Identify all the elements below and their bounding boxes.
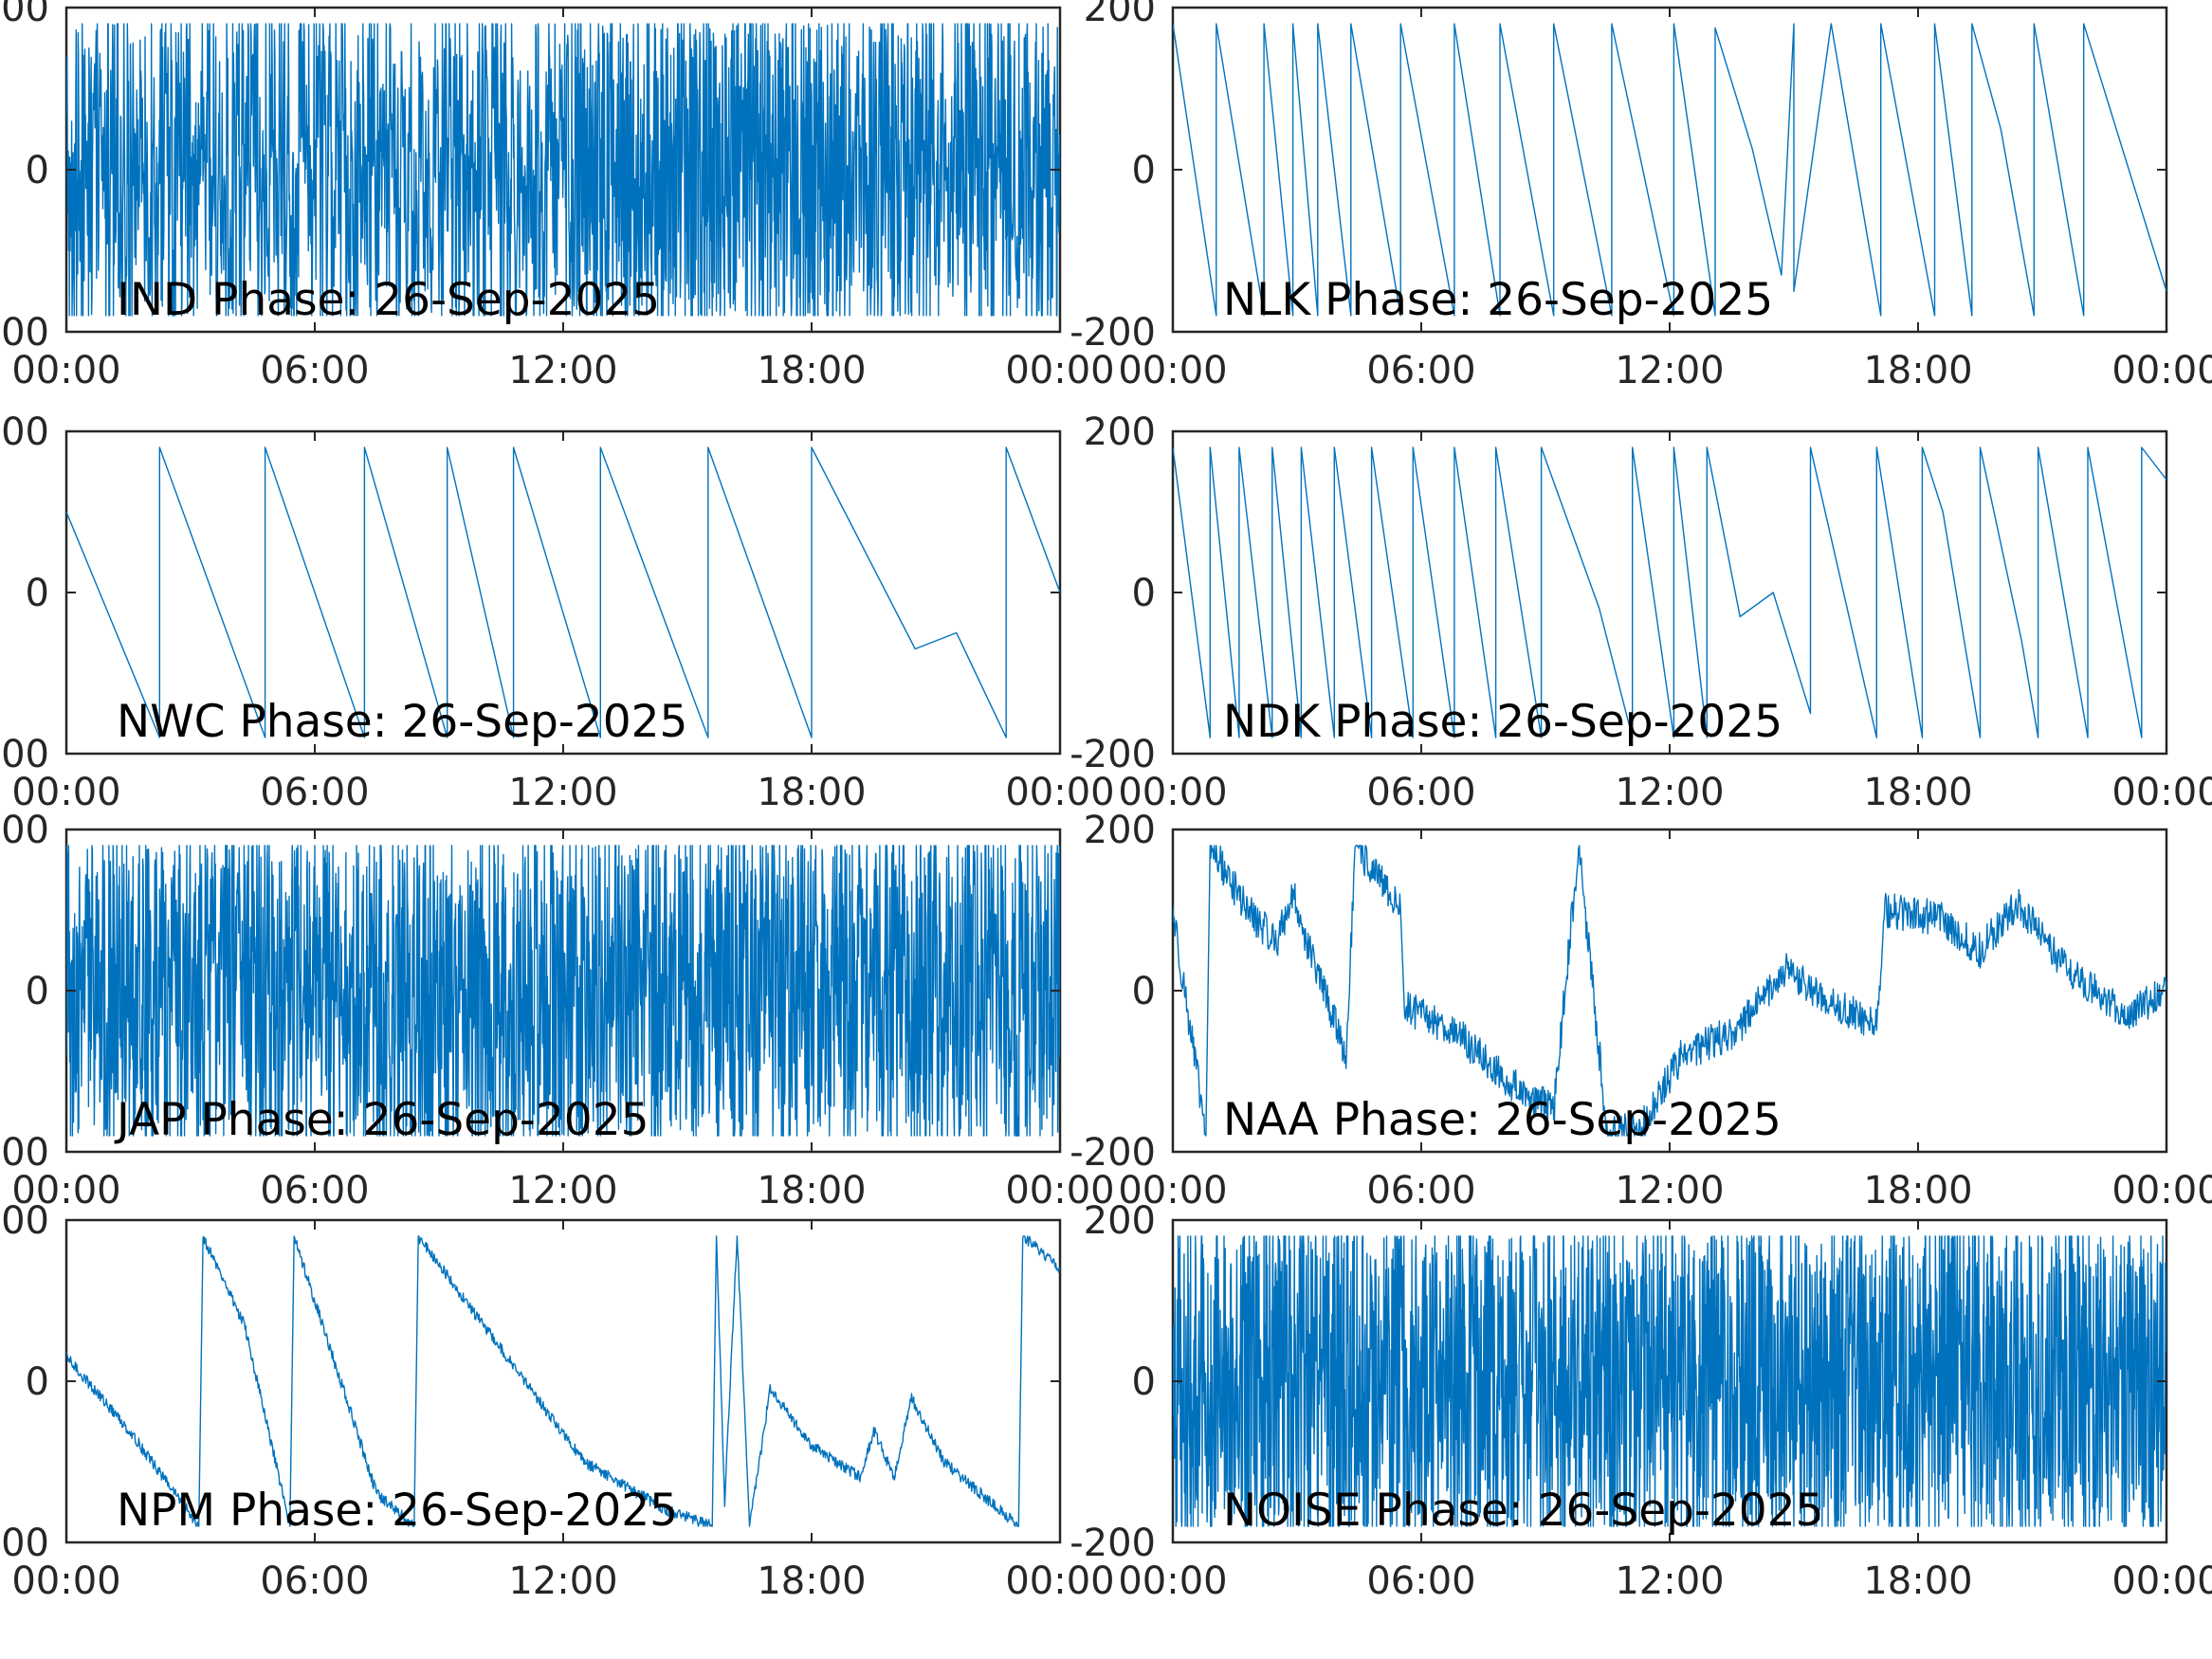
x-tick-label: 12:00 (1615, 771, 1724, 814)
x-tick-label: 00:00 (1118, 771, 1227, 814)
x-tick-label: 18:00 (1863, 1559, 1972, 1603)
y-tick-label: -200 (1069, 733, 1156, 776)
x-tick-label: 06:00 (1366, 349, 1475, 392)
x-tick-label: 00:00 (1118, 1559, 1227, 1603)
series-line-0 (66, 23, 1060, 317)
x-tick-label: 18:00 (757, 1169, 866, 1212)
x-tick-label: 00:00 (1005, 1169, 1114, 1212)
y-tick-label: 0 (1132, 1360, 1156, 1404)
series-line-0 (66, 1235, 1060, 1527)
y-tick-label: 0 (26, 572, 49, 615)
x-tick-label: 00:00 (11, 1559, 120, 1603)
x-tick-label: 06:00 (260, 1169, 369, 1212)
x-tick-label: 06:00 (260, 1559, 369, 1603)
x-tick-label: 00:00 (11, 1169, 120, 1212)
x-tick-label: 12:00 (508, 1169, 617, 1212)
y-tick-label: -200 (0, 733, 49, 776)
x-tick-label: 06:00 (1366, 1559, 1475, 1603)
y-tick-label: -200 (1069, 1131, 1156, 1175)
x-tick-label: 18:00 (757, 771, 866, 814)
series-line-0 (1173, 1235, 2166, 1527)
series-line-0 (1173, 845, 2166, 1137)
x-tick-label: 18:00 (1863, 349, 1972, 392)
x-tick-label: 00:00 (2111, 771, 2212, 814)
plot-area (64, 1218, 1062, 1544)
panel-title: NLK Phase: 26-Sep-2025 (1223, 274, 1773, 326)
x-tick-label: 18:00 (1863, 1169, 1972, 1212)
x-tick-label: 00:00 (2111, 349, 2212, 392)
x-tick-label: 00:00 (2111, 1559, 2212, 1603)
y-tick-label: 200 (0, 809, 49, 852)
x-tick-label: 00:00 (1005, 349, 1114, 392)
series-line-0 (66, 447, 1060, 738)
y-tick-label: 0 (1132, 149, 1156, 192)
series-line-0 (1173, 23, 2166, 317)
panel-title: NOISE Phase: 26-Sep-2025 (1223, 1485, 1824, 1537)
series-line-0 (66, 845, 1060, 1137)
x-tick-label: 00:00 (11, 771, 120, 814)
y-tick-label: 200 (0, 410, 49, 454)
x-tick-label: 00:00 (1005, 1559, 1114, 1603)
y-tick-label: -200 (0, 311, 49, 355)
y-tick-label: -200 (0, 1522, 49, 1565)
y-tick-label: 200 (1084, 0, 1156, 30)
y-tick-label: 0 (1132, 970, 1156, 1013)
y-tick-label: 200 (0, 0, 49, 30)
x-tick-label: 12:00 (1615, 1169, 1724, 1212)
plot-area (1171, 828, 2168, 1154)
y-tick-label: 0 (26, 970, 49, 1013)
y-tick-label: -200 (0, 1131, 49, 1175)
x-tick-label: 12:00 (508, 771, 617, 814)
panel-title: NPM Phase: 26-Sep-2025 (117, 1485, 678, 1537)
x-tick-label: 00:00 (1005, 771, 1114, 814)
panel-title: NDK Phase: 26-Sep-2025 (1223, 696, 1782, 748)
plot-area (1171, 429, 2168, 756)
panel-title: NWC Phase: 26-Sep-2025 (117, 696, 687, 748)
x-tick-label: 00:00 (2111, 1169, 2212, 1212)
x-tick-label: 00:00 (1118, 1169, 1227, 1212)
y-tick-label: 0 (26, 1360, 49, 1404)
x-tick-label: 12:00 (1615, 349, 1724, 392)
x-tick-label: 18:00 (757, 1559, 866, 1603)
x-tick-label: 06:00 (260, 771, 369, 814)
y-tick-label: -200 (1069, 1522, 1156, 1565)
x-tick-label: 12:00 (508, 1559, 617, 1603)
y-tick-label: 200 (1084, 410, 1156, 454)
x-tick-label: 18:00 (1863, 771, 1972, 814)
y-tick-label: 0 (1132, 572, 1156, 615)
y-tick-label: -200 (1069, 311, 1156, 355)
x-tick-label: 00:00 (1118, 349, 1227, 392)
y-tick-label: 0 (26, 149, 49, 192)
panel-title: JAP Phase: 26-Sep-2025 (114, 1094, 649, 1146)
x-tick-label: 06:00 (1366, 771, 1475, 814)
x-tick-label: 06:00 (260, 349, 369, 392)
y-tick-label: 200 (0, 1199, 49, 1243)
x-tick-label: 12:00 (508, 349, 617, 392)
panel-title: IND Phase: 26-Sep-2025 (117, 274, 660, 326)
x-tick-label: 18:00 (757, 349, 866, 392)
x-tick-label: 06:00 (1366, 1169, 1475, 1212)
x-tick-label: 12:00 (1615, 1559, 1724, 1603)
series-line-0 (1173, 447, 2166, 738)
panel-title: NAA Phase: 26-Sep-2025 (1223, 1094, 1782, 1146)
y-tick-label: 200 (1084, 809, 1156, 852)
x-tick-label: 00:00 (11, 349, 120, 392)
y-tick-label: 200 (1084, 1199, 1156, 1243)
